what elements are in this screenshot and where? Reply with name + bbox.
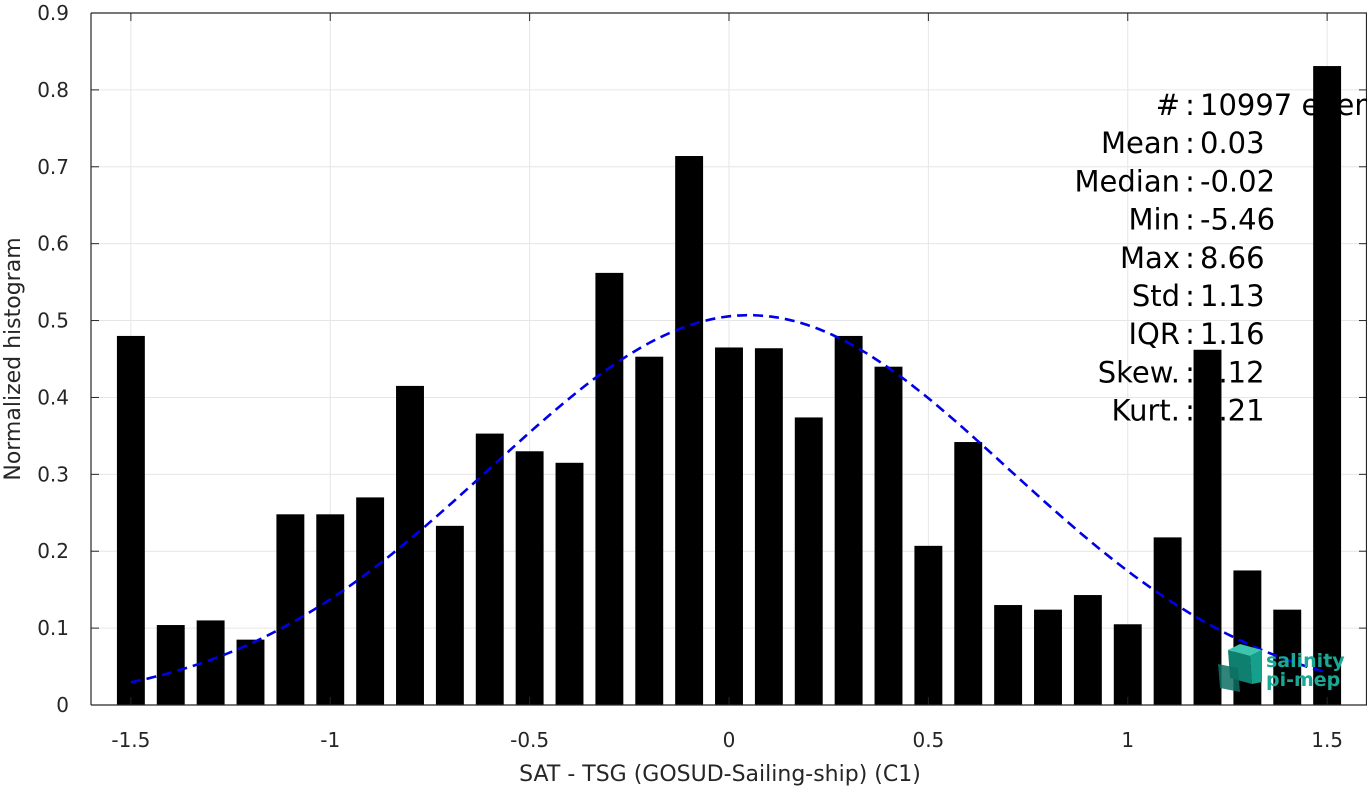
x-tick-label: 0.5 [912,728,944,752]
stats-colon: : [1185,164,1195,198]
y-tick-label: 0.1 [37,616,69,640]
stats-label: Kurt. [1112,394,1180,428]
histogram-bar [675,156,704,706]
histogram-bar [356,497,385,705]
histogram-bar [515,451,544,705]
histogram-bar [555,462,584,705]
histogram-bar [316,514,345,705]
histogram-bar [396,385,424,705]
histogram-bar [116,335,145,705]
stats-line: #:10997 events [1156,88,1367,122]
histogram-bar [1313,66,1342,705]
salinity-pimep-logo: salinity pi-mep [1218,644,1345,692]
stats-label: Mean [1101,126,1180,160]
histogram-bar [834,335,863,705]
x-tick-label: -1 [320,728,340,752]
y-tick-label: 0.8 [37,78,69,102]
x-tick-label: 1 [1121,728,1134,752]
x-axis-label: SAT - TSG (GOSUD-Sailing-ship) (C1) [519,762,921,787]
histogram-bar [1073,595,1102,705]
histogram-bar [595,272,624,705]
histogram-bar [994,605,1023,705]
stats-line: Std:1.13 [1132,279,1265,313]
stats-colon: : [1185,203,1195,237]
stats-line: Max:8.66 [1120,241,1265,275]
stats-colon: : [1185,88,1195,122]
y-tick-label: 0.5 [37,309,69,333]
stats-value: 0.03 [1200,126,1265,160]
stats-value: -0.02 [1200,164,1275,198]
stats-line: Median: -0.02 [1075,164,1276,198]
stats-line: Min: -5.46 [1129,203,1276,237]
histogram-bar [1034,609,1062,705]
y-tick-label: 0 [56,693,69,717]
stats-label: # [1156,88,1180,122]
logo-cube-icon [1218,644,1262,692]
histogram-bar [156,625,185,705]
histogram-bar [914,545,943,705]
histogram-bars [116,66,1342,706]
stats-line: Skew.:0.12 [1098,355,1265,389]
stats-label: Std [1132,279,1180,313]
histogram-bar [754,348,783,705]
stats-label: Skew. [1098,355,1180,389]
gaussian-fit-curve [130,313,1328,684]
logo-text-pimep: pi-mep [1266,669,1340,691]
y-tick-label: 0.2 [37,539,69,563]
stats-value: 2.21 [1200,394,1265,428]
stats-value: 0.12 [1200,355,1265,389]
gaussian-fit-line [130,313,1328,684]
stats-colon: : [1185,355,1195,389]
stats-box: #:10997 eventsMean:0.03Median:-0.02Min:-… [1075,88,1367,428]
y-tick-label: 0.7 [37,155,69,179]
histogram-bar [715,347,743,705]
stats-label: Min [1129,203,1180,237]
stats-label: Median [1075,164,1180,198]
stats-line: IQR:1.16 [1128,317,1264,351]
histogram-bar [1113,624,1142,705]
y-tick-labels: 0 0.1 0.2 0.3 0.4 0.5 0.6 0.7 0.8 0.9 [37,1,69,717]
stats-value: 1.13 [1200,279,1265,313]
stats-value: 8.66 [1200,241,1265,275]
stats-colon: : [1185,126,1195,160]
histogram-bar [276,514,305,705]
histogram-bar [954,442,983,705]
stats-value: 1.16 [1200,317,1265,351]
histogram-bar [435,525,464,705]
y-axis-label: Normalized histogram [1,237,26,480]
x-tick-label: -1.5 [111,728,150,752]
stats-line: Kurt.:2.21 [1112,394,1265,428]
histogram-bar [874,366,903,705]
stats-colon: : [1185,317,1195,351]
stats-colon: : [1185,394,1195,428]
y-tick-label: 0.3 [37,462,69,486]
stats-colon: : [1185,241,1195,275]
y-tick-label: 0.6 [37,232,69,256]
histogram-bar [1193,349,1222,705]
stats-value: 10997 events [1200,88,1367,122]
stats-line: Mean:0.03 [1101,126,1265,160]
x-tick-label: -0.5 [510,728,549,752]
logo-text-salinity: salinity [1266,650,1345,672]
histogram-bar [794,417,823,705]
x-tick-label: 0 [723,728,736,752]
histogram-bar [1273,609,1302,705]
x-tick-labels: -1.5 -1 -0.5 0 0.5 1 1.5 [111,728,1343,752]
y-tick-label: 0.4 [37,385,69,409]
histogram-bar [475,433,504,705]
histogram-bar [1153,537,1182,705]
stats-value: -5.46 [1200,203,1275,237]
stats-label: Max [1120,241,1180,275]
x-tick-label: 1.5 [1311,728,1343,752]
stats-label: IQR [1128,317,1180,351]
histogram-bar [635,356,664,705]
stats-colon: : [1185,279,1195,313]
y-tick-label: 0.9 [37,1,69,25]
histogram-bar [236,639,265,705]
